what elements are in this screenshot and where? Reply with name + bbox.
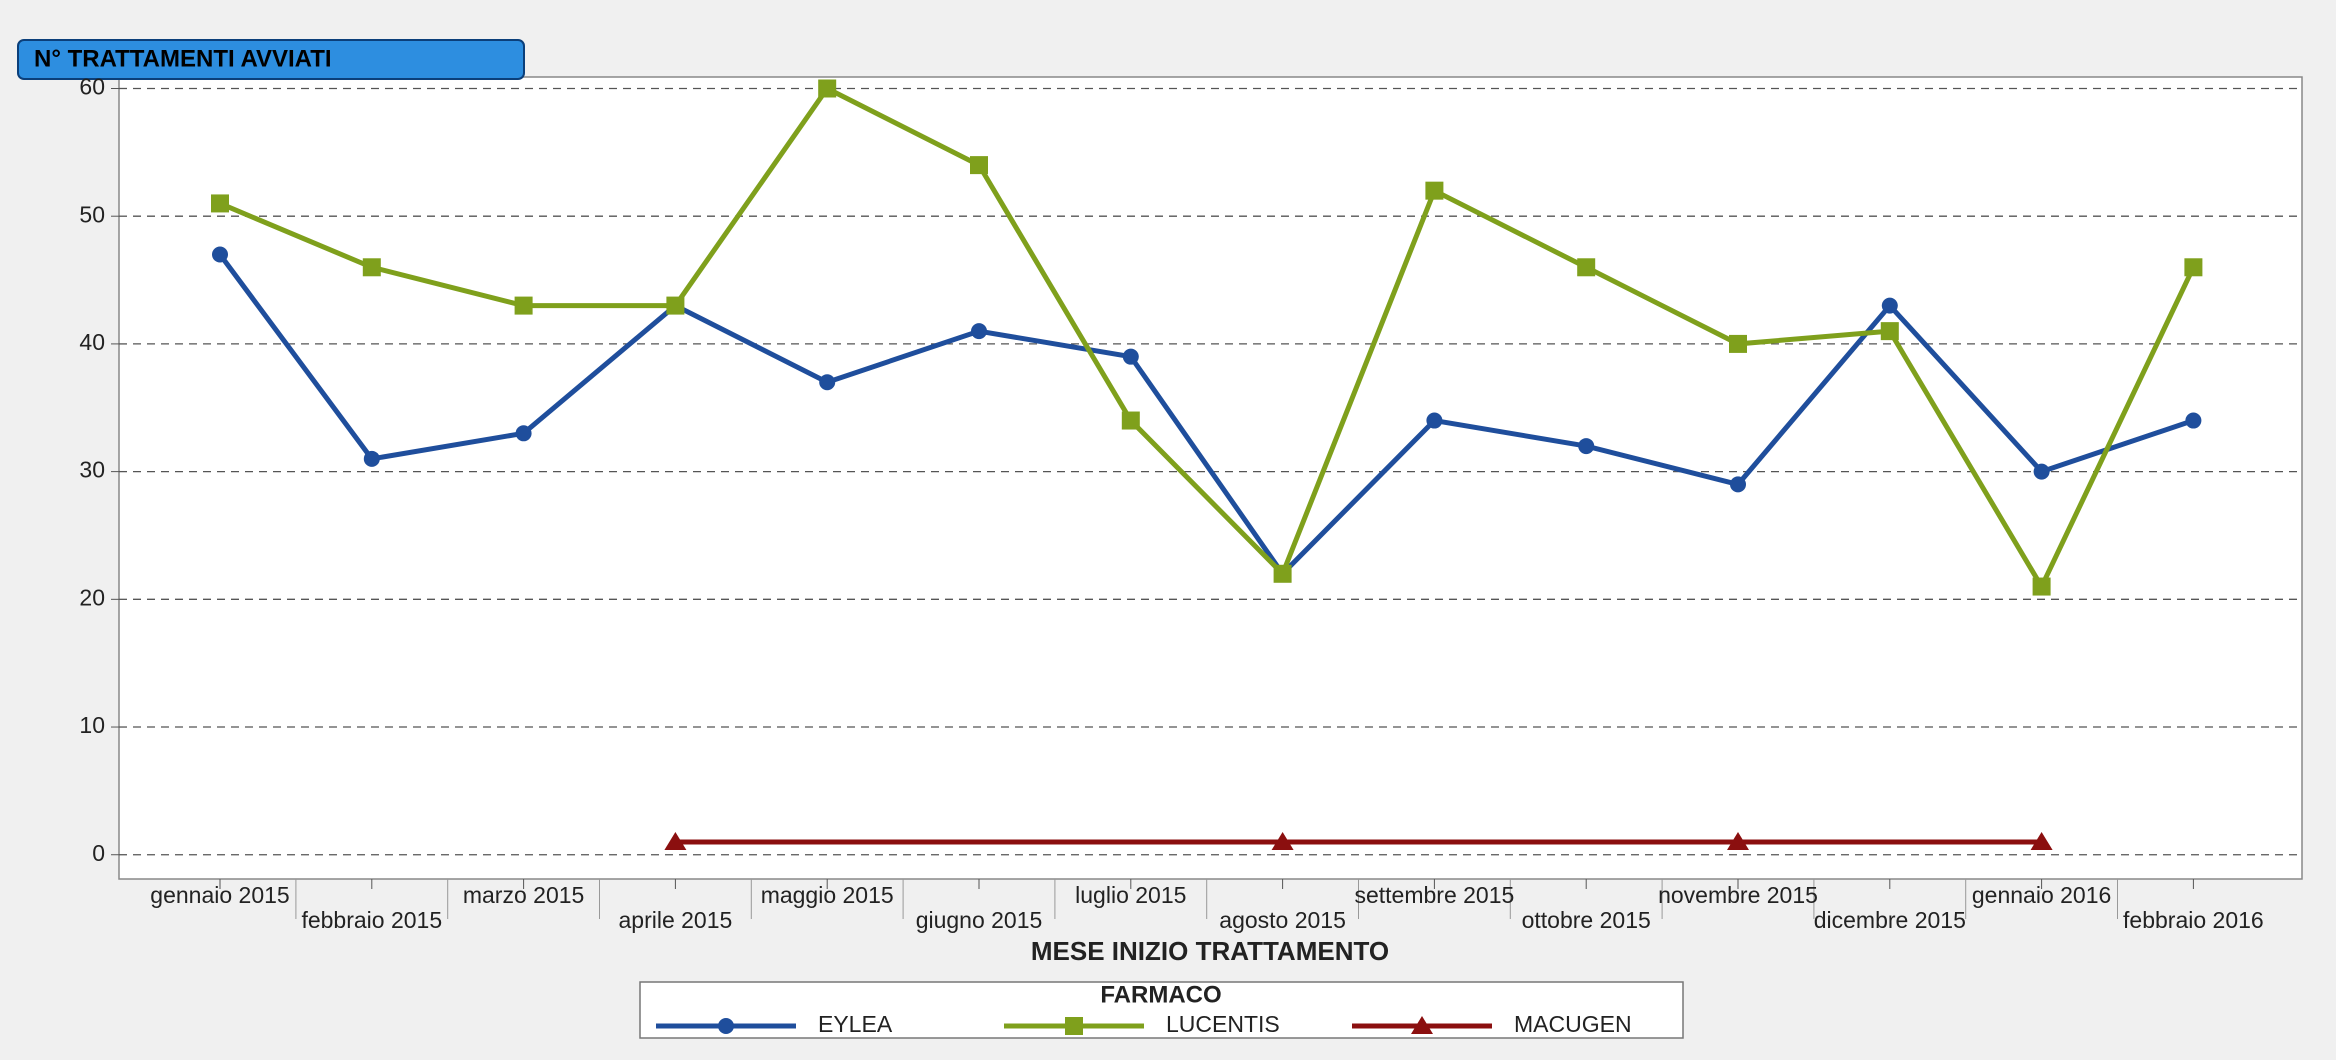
- data-point: [970, 156, 988, 175]
- legend-marker: [1065, 1017, 1083, 1035]
- data-point: [211, 194, 229, 213]
- x-tick-label: gennaio 2016: [1972, 882, 2111, 908]
- y-tick-label: 40: [79, 329, 105, 355]
- data-point: [1425, 181, 1444, 200]
- data-point: [2030, 831, 2053, 850]
- x-axis-label: MESE INIZIO TRATTAMENTO: [1031, 936, 1389, 966]
- data-point: [1578, 438, 1595, 455]
- data-point: [818, 79, 837, 98]
- y-tick-label: 50: [79, 201, 105, 227]
- data-point: [1577, 258, 1596, 277]
- y-tick-label: 20: [79, 584, 105, 610]
- x-tick-label: febbraio 2015: [301, 907, 442, 933]
- legend-label: LUCENTIS: [1166, 1011, 1280, 1037]
- x-tick-label: dicembre 2015: [1814, 907, 1966, 933]
- legend-marker: [1411, 1016, 1433, 1034]
- legend-marker: [718, 1018, 734, 1034]
- legend-box: [639, 981, 1684, 1039]
- data-point: [514, 296, 533, 315]
- data-point: [2184, 258, 2203, 277]
- data-point: [1121, 411, 1140, 430]
- series-line: [219, 85, 2196, 592]
- data-point: [2185, 412, 2202, 429]
- data-point: [1122, 348, 1139, 365]
- data-point: [362, 258, 381, 277]
- data-point: [1426, 412, 1443, 429]
- y-tick-label: 0: [92, 840, 105, 866]
- x-tick-label: settembre 2015: [1354, 882, 1514, 908]
- legend-label: EYLEA: [818, 1011, 893, 1037]
- y-tick-label: 10: [79, 712, 105, 738]
- data-point: [1880, 322, 1899, 341]
- data-point: [1273, 564, 1292, 583]
- title-box: [17, 39, 525, 80]
- data-point: [515, 425, 532, 442]
- data-point: [212, 246, 228, 263]
- data-point: [1271, 831, 1294, 850]
- data-point: [666, 296, 685, 315]
- data-point: [1881, 297, 1898, 314]
- data-point: [819, 374, 836, 391]
- x-tick-label: ottobre 2015: [1522, 907, 1651, 933]
- data-point: [1729, 334, 1747, 353]
- data-point: [2033, 463, 2050, 480]
- x-tick-label: gennaio 2015: [150, 882, 289, 908]
- legend-title: FARMACO: [1100, 981, 1221, 1008]
- data-point: [664, 831, 687, 850]
- x-tick-label: marzo 2015: [463, 882, 584, 908]
- chart-title: N° TRATTAMENTI AVVIATI: [34, 45, 332, 72]
- plot-area: [118, 76, 2303, 880]
- x-tick-label: giugno 2015: [916, 907, 1043, 933]
- data-point: [2032, 577, 2051, 596]
- legend-label: MACUGEN: [1514, 1011, 1632, 1037]
- y-tick-label: 60: [79, 74, 105, 100]
- data-point: [1730, 476, 1746, 493]
- data-point: [971, 323, 987, 340]
- x-tick-label: luglio 2015: [1075, 882, 1186, 908]
- y-tick-label: 30: [79, 457, 105, 483]
- x-tick-label: novembre 2015: [1658, 882, 1818, 908]
- data-point: [363, 450, 380, 467]
- x-tick-label: agosto 2015: [1219, 907, 1346, 933]
- x-tick-label: febbraio 2016: [2123, 907, 2264, 933]
- x-tick-label: aprile 2015: [618, 907, 732, 933]
- data-point: [1727, 831, 1749, 850]
- x-tick-label: maggio 2015: [761, 882, 894, 908]
